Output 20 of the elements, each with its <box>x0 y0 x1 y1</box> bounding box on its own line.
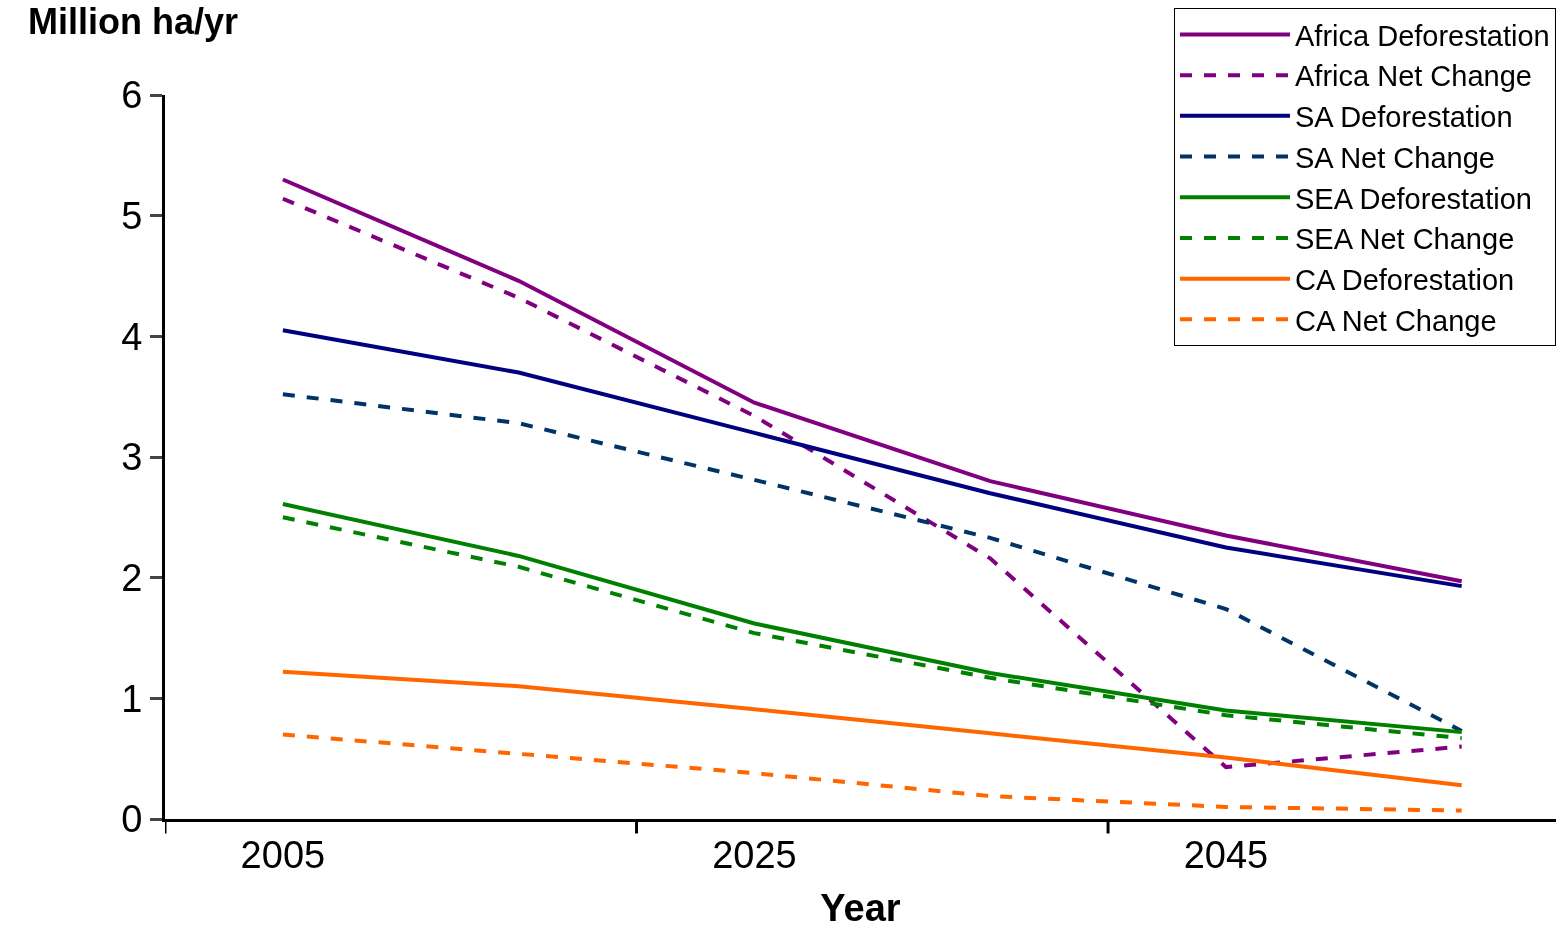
legend-label: SA Deforestation <box>1295 101 1513 134</box>
y-tick-label: 1 <box>121 677 143 720</box>
y-tick-label: 5 <box>121 194 143 237</box>
x-axis-title: Year <box>820 886 901 929</box>
y-tick-label: 2 <box>121 556 143 599</box>
legend-label: Africa Net Change <box>1295 60 1532 93</box>
legend-label: SEA Deforestation <box>1295 182 1532 215</box>
legend-label: SEA Net Change <box>1295 223 1515 256</box>
x-tick-label: 2005 <box>240 833 326 876</box>
legend-label: CA Deforestation <box>1295 263 1515 296</box>
legend-label: CA Net Change <box>1295 304 1497 337</box>
y-tick-label: 3 <box>121 436 143 479</box>
legend-label: SA Net Change <box>1295 141 1495 174</box>
legend-label: Africa Deforestation <box>1295 19 1550 52</box>
y-axis-title: Million ha/yr <box>28 1 239 42</box>
y-tick-label: 4 <box>121 315 143 358</box>
x-tick-label: 2025 <box>712 833 797 876</box>
y-tick-label: 6 <box>121 74 143 117</box>
y-tick-label: 0 <box>121 798 143 841</box>
x-tick-label: 2045 <box>1183 833 1269 876</box>
